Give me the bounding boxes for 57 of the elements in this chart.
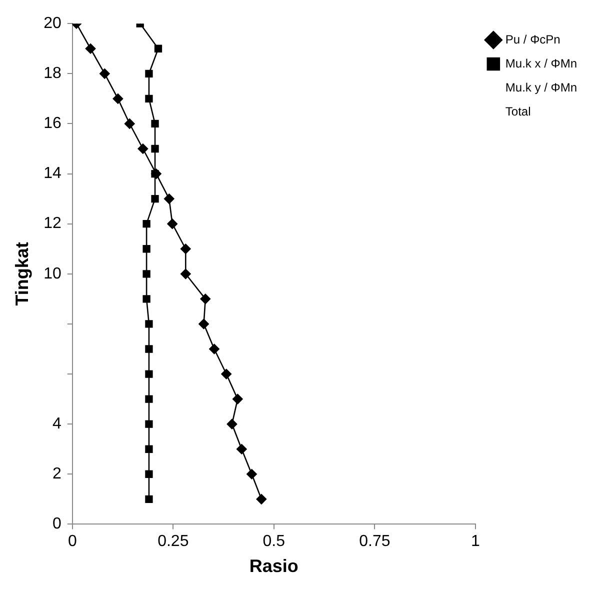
legend-label: Pu / ΦcPn (505, 32, 560, 46)
point (145, 495, 153, 503)
point (112, 94, 124, 104)
point (145, 370, 153, 378)
point (246, 468, 257, 480)
y-tick-label: 12 (44, 215, 62, 232)
point (145, 345, 153, 353)
y-tick-label: 2 (52, 466, 62, 483)
point (145, 70, 153, 78)
point (145, 320, 153, 328)
x-axis-title: Rasio (249, 556, 298, 576)
point (200, 294, 211, 304)
point (151, 120, 159, 128)
x-tick-label: 0.25 (158, 533, 189, 550)
y-tick-label: 0 (52, 516, 62, 533)
point (180, 268, 191, 280)
x-tick-label: 0 (68, 533, 77, 550)
y-tick-label: 20 (44, 15, 62, 32)
point (180, 244, 191, 254)
x-tick-label: 1 (470, 533, 480, 550)
y-axis-title: Tingkat (12, 242, 32, 306)
y-tick-label: 4 (52, 415, 62, 432)
point (138, 144, 148, 154)
point (167, 218, 178, 229)
point (236, 444, 247, 454)
point (221, 368, 232, 380)
point (85, 43, 96, 54)
point (142, 295, 150, 303)
point (124, 118, 135, 129)
point (164, 194, 174, 204)
point (145, 445, 153, 453)
text: Total (505, 104, 531, 118)
x-tick-label: 0.75 (359, 533, 390, 550)
y-tick-label: 16 (44, 115, 62, 132)
point (198, 318, 209, 330)
legend-label: Mu.k x / ΦMn (505, 56, 578, 70)
point (142, 220, 150, 228)
y-tick-label: 10 (44, 265, 62, 282)
point (142, 245, 150, 253)
point (151, 194, 159, 203)
point (209, 344, 220, 354)
point (145, 470, 153, 478)
point (232, 394, 243, 404)
point (154, 44, 162, 52)
point (151, 168, 162, 179)
point (256, 494, 267, 504)
point (145, 420, 153, 428)
y-tick-label: 18 (44, 65, 62, 82)
y-tick-label: 14 (44, 165, 62, 182)
point (145, 94, 153, 103)
point (226, 418, 238, 430)
x-tick-label: 0.5 (262, 533, 286, 550)
text: Mu.k y / ΦMn (505, 80, 578, 94)
point (142, 270, 150, 278)
point (151, 144, 159, 153)
point (145, 395, 153, 403)
point (99, 68, 110, 79)
